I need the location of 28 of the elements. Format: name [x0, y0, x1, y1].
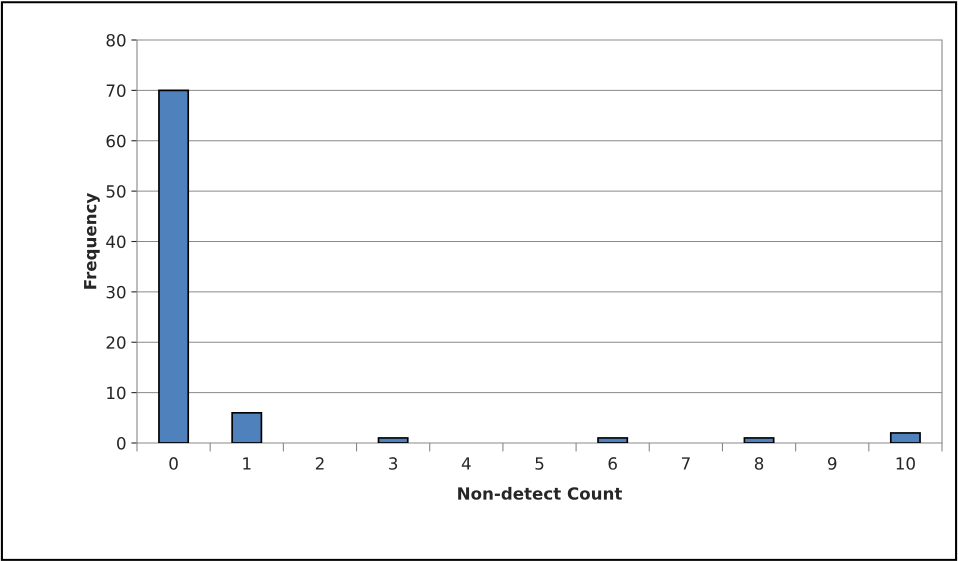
- x-tick-label: 10: [896, 457, 915, 470]
- x-tick-label: 1: [243, 457, 251, 470]
- y-tick-label: 30: [106, 286, 126, 298]
- y-tick-label: 70: [106, 84, 126, 97]
- bar: [378, 437, 409, 443]
- x-tick-label: 5: [535, 457, 544, 470]
- bar: [597, 437, 628, 443]
- bar: [890, 432, 921, 443]
- x-tick-label: 2: [316, 457, 324, 470]
- x-tick-label: 4: [462, 457, 471, 470]
- x-tick-label: 7: [682, 457, 690, 470]
- bar: [231, 412, 262, 443]
- y-tick-label: 50: [106, 185, 126, 198]
- x-tick-label: 9: [828, 457, 836, 470]
- y-axis-title: Frequency: [84, 193, 100, 289]
- y-tick-label: 0: [117, 436, 126, 450]
- x-tick-label: 3: [389, 457, 398, 470]
- x-tick-label: 6: [608, 457, 617, 470]
- y-tick-label: 40: [106, 235, 126, 248]
- bar: [158, 90, 190, 443]
- x-tick-label: 0: [169, 457, 178, 470]
- bar: [744, 437, 775, 443]
- y-tick-label: 20: [106, 336, 126, 349]
- y-tick-label: 80: [106, 34, 126, 47]
- y-tick-label: 10: [107, 386, 126, 400]
- x-tick-label: 8: [754, 457, 764, 470]
- y-tick-label: 60: [106, 134, 126, 148]
- x-axis-title: Non-detect Count: [458, 486, 622, 500]
